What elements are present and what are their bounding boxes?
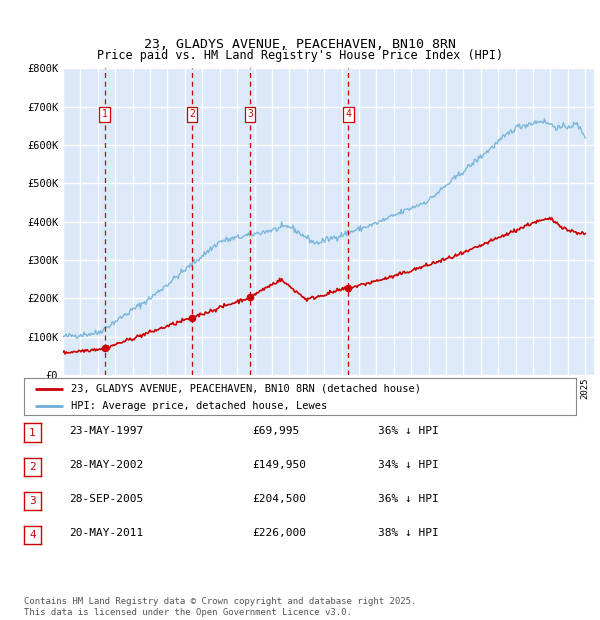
Text: Contains HM Land Registry data © Crown copyright and database right 2025.
This d: Contains HM Land Registry data © Crown c…: [24, 598, 416, 617]
Text: 38% ↓ HPI: 38% ↓ HPI: [378, 528, 439, 538]
Text: 36% ↓ HPI: 36% ↓ HPI: [378, 426, 439, 436]
Text: 23-MAY-1997: 23-MAY-1997: [69, 426, 143, 436]
Text: 23, GLADYS AVENUE, PEACEHAVEN, BN10 8RN: 23, GLADYS AVENUE, PEACEHAVEN, BN10 8RN: [144, 38, 456, 51]
Text: 28-SEP-2005: 28-SEP-2005: [69, 494, 143, 504]
Text: HPI: Average price, detached house, Lewes: HPI: Average price, detached house, Lewe…: [71, 401, 327, 411]
Text: £69,995: £69,995: [252, 426, 299, 436]
Text: 2: 2: [189, 109, 195, 119]
Text: Price paid vs. HM Land Registry's House Price Index (HPI): Price paid vs. HM Land Registry's House …: [97, 49, 503, 62]
Text: 20-MAY-2011: 20-MAY-2011: [69, 528, 143, 538]
Text: 4: 4: [345, 109, 351, 119]
Text: 3: 3: [29, 496, 36, 506]
Text: 1: 1: [29, 428, 36, 438]
Text: 2: 2: [29, 462, 36, 472]
Text: 36% ↓ HPI: 36% ↓ HPI: [378, 494, 439, 504]
Text: £226,000: £226,000: [252, 528, 306, 538]
Text: 28-MAY-2002: 28-MAY-2002: [69, 460, 143, 470]
Text: 4: 4: [29, 530, 36, 540]
Text: 34% ↓ HPI: 34% ↓ HPI: [378, 460, 439, 470]
Text: 3: 3: [247, 109, 253, 119]
Text: £149,950: £149,950: [252, 460, 306, 470]
Text: 23, GLADYS AVENUE, PEACEHAVEN, BN10 8RN (detached house): 23, GLADYS AVENUE, PEACEHAVEN, BN10 8RN …: [71, 384, 421, 394]
Text: £204,500: £204,500: [252, 494, 306, 504]
Text: 1: 1: [101, 109, 107, 119]
